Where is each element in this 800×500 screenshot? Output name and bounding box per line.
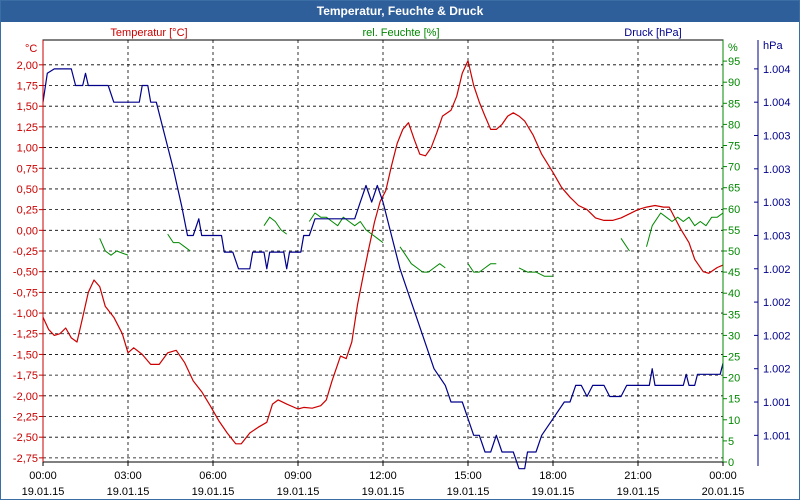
temperature-series-line (42, 60, 724, 445)
pressure-tick-label: 1.002 (763, 364, 791, 376)
humidity-tick-label: 80 (728, 119, 740, 131)
humidity-tick-label: 45 (728, 267, 740, 279)
x-tick-time-label: 18:00 (539, 470, 567, 482)
x-tick-date-label: 19.01.15 (362, 486, 405, 498)
chart-title: Temperatur, Feuchte & Druck (1, 1, 799, 22)
temperature-tick-label: 2,00 (17, 60, 38, 72)
temperature-tick-label: -1,75 (13, 370, 38, 382)
humidity-tick-label: 90 (728, 77, 740, 89)
grid (42, 39, 724, 463)
humidity-tick-label: 50 (728, 246, 740, 258)
temperature-tick-label: 0,25 (17, 205, 38, 217)
temperature-tick-label: 1,25 (17, 122, 38, 134)
pressure-tick-label: 1.003 (763, 164, 791, 176)
pressure-tick-label: 1.001 (763, 430, 791, 442)
temperature-tick-label: -2,25 (13, 411, 38, 423)
pressure-tick-label: 1.004 (763, 64, 791, 76)
humidity-tick-label: 25 (728, 352, 740, 364)
humidity-tick-label: 65 (728, 183, 740, 195)
x-tick-time-label: 15:00 (454, 470, 482, 482)
x-tick-time-label: 21:00 (624, 470, 652, 482)
humidity-tick-label: 15 (728, 394, 740, 406)
x-tick-time-label: 03:00 (114, 470, 142, 482)
humidity-series-line-segment (646, 212, 724, 247)
humidity-tick-label: 0 (728, 457, 734, 469)
temperature-tick-label: -2,00 (13, 391, 38, 403)
pressure-tick-label: 1.004 (763, 97, 791, 109)
humidity-series-line-segment (518, 267, 553, 277)
x-tick-date-label: 19.01.15 (617, 486, 660, 498)
x-tick-date-label: 19.01.15 (447, 486, 490, 498)
pressure-series-line (42, 68, 724, 470)
series-layer (42, 60, 724, 470)
x-tick-date-label: 19.01.15 (22, 486, 65, 498)
temperature-tick-label: -2,75 (13, 453, 38, 465)
temperature-tick-label: 0,75 (17, 163, 38, 175)
humidity-tick-label: 60 (728, 204, 740, 216)
humidity-series-line-segment (620, 238, 630, 252)
pressure-tick-label: 1.002 (763, 297, 791, 309)
temperature-tick-label: -0,50 (13, 267, 38, 279)
temperature-tick-label: -0,25 (13, 246, 38, 258)
x-tick-date-label: 19.01.15 (532, 486, 575, 498)
x-tick-time-label: 00:00 (29, 470, 57, 482)
x-tick-date-label: 19.01.15 (192, 486, 235, 498)
x-tick-date-label: 19.01.15 (277, 486, 320, 498)
humidity-tick-label: 40 (728, 288, 740, 300)
temperature-tick-label: -0,75 (13, 287, 38, 299)
humidity-series-line-segment (167, 233, 191, 252)
pressure-tick-label: 1.003 (763, 131, 791, 143)
pressure-series-label: Druck [hPa] (624, 27, 681, 39)
humidity-series-line-segment (308, 212, 384, 243)
humidity-tick-label: 10 (728, 415, 740, 427)
temperature-unit-label: °C (25, 43, 37, 55)
humidity-tick-label: 30 (728, 330, 740, 342)
temperature-tick-label: 1,50 (17, 101, 38, 113)
x-tick-time-label: 12:00 (369, 470, 397, 482)
humidity-series-line-segment (263, 216, 287, 235)
humidity-series-line-segment (99, 238, 129, 256)
humidity-tick-label: 75 (728, 141, 740, 153)
temperature-tick-label: -1,00 (13, 308, 38, 320)
pressure-tick-label: 1.003 (763, 197, 791, 209)
pressure-unit-label: hPa (763, 40, 783, 52)
temperature-tick-label: -1,25 (13, 329, 38, 341)
humidity-tick-label: 95 (728, 56, 740, 68)
temperature-tick-label: 1,00 (17, 143, 38, 155)
chart-canvas: 2,00 1,75 1,50 1,25 1,00 0,75 0,50 0,25 0,00 -0,2… (13, 27, 791, 498)
pressure-tick-label: 1.003 (763, 230, 791, 242)
temperature-tick-label: 1,75 (17, 81, 38, 93)
humidity-series-label: rel. Feuchte [%] (362, 27, 439, 39)
x-tick-time-label: 09:00 (284, 470, 312, 482)
temperature-tick-label: -2,50 (13, 432, 38, 444)
temperature-tick-label: 0,00 (17, 225, 38, 237)
temperature-series-label: Temperatur [°C] (110, 27, 187, 39)
humidity-series-line-segment (399, 246, 446, 273)
pressure-tick-label: 1.001 (763, 397, 791, 409)
x-tick-time-label: 00:00 (709, 470, 737, 482)
pressure-tick-label: 1.002 (763, 330, 791, 342)
humidity-series-line-segment (467, 263, 497, 273)
humidity-tick-label: 70 (728, 162, 740, 174)
axes-layer: 2,00 1,75 1,50 1,25 1,00 0,75 0,50 0,25 0,00 -0,2… (13, 27, 791, 498)
temperature-tick-label: 0,50 (17, 184, 38, 196)
x-tick-date-label: 20.01.15 (702, 486, 745, 498)
humidity-tick-label: 85 (728, 98, 740, 110)
humidity-unit-label: % (728, 42, 738, 54)
humidity-tick-label: 20 (728, 373, 740, 385)
humidity-tick-label: 5 (728, 436, 734, 448)
temperature-tick-label: -1,50 (13, 349, 38, 361)
humidity-tick-label: 55 (728, 225, 740, 237)
x-tick-date-label: 19.01.15 (107, 486, 150, 498)
pressure-tick-label: 1.002 (763, 264, 791, 276)
humidity-tick-label: 35 (728, 309, 740, 321)
x-tick-time-label: 06:00 (199, 470, 227, 482)
